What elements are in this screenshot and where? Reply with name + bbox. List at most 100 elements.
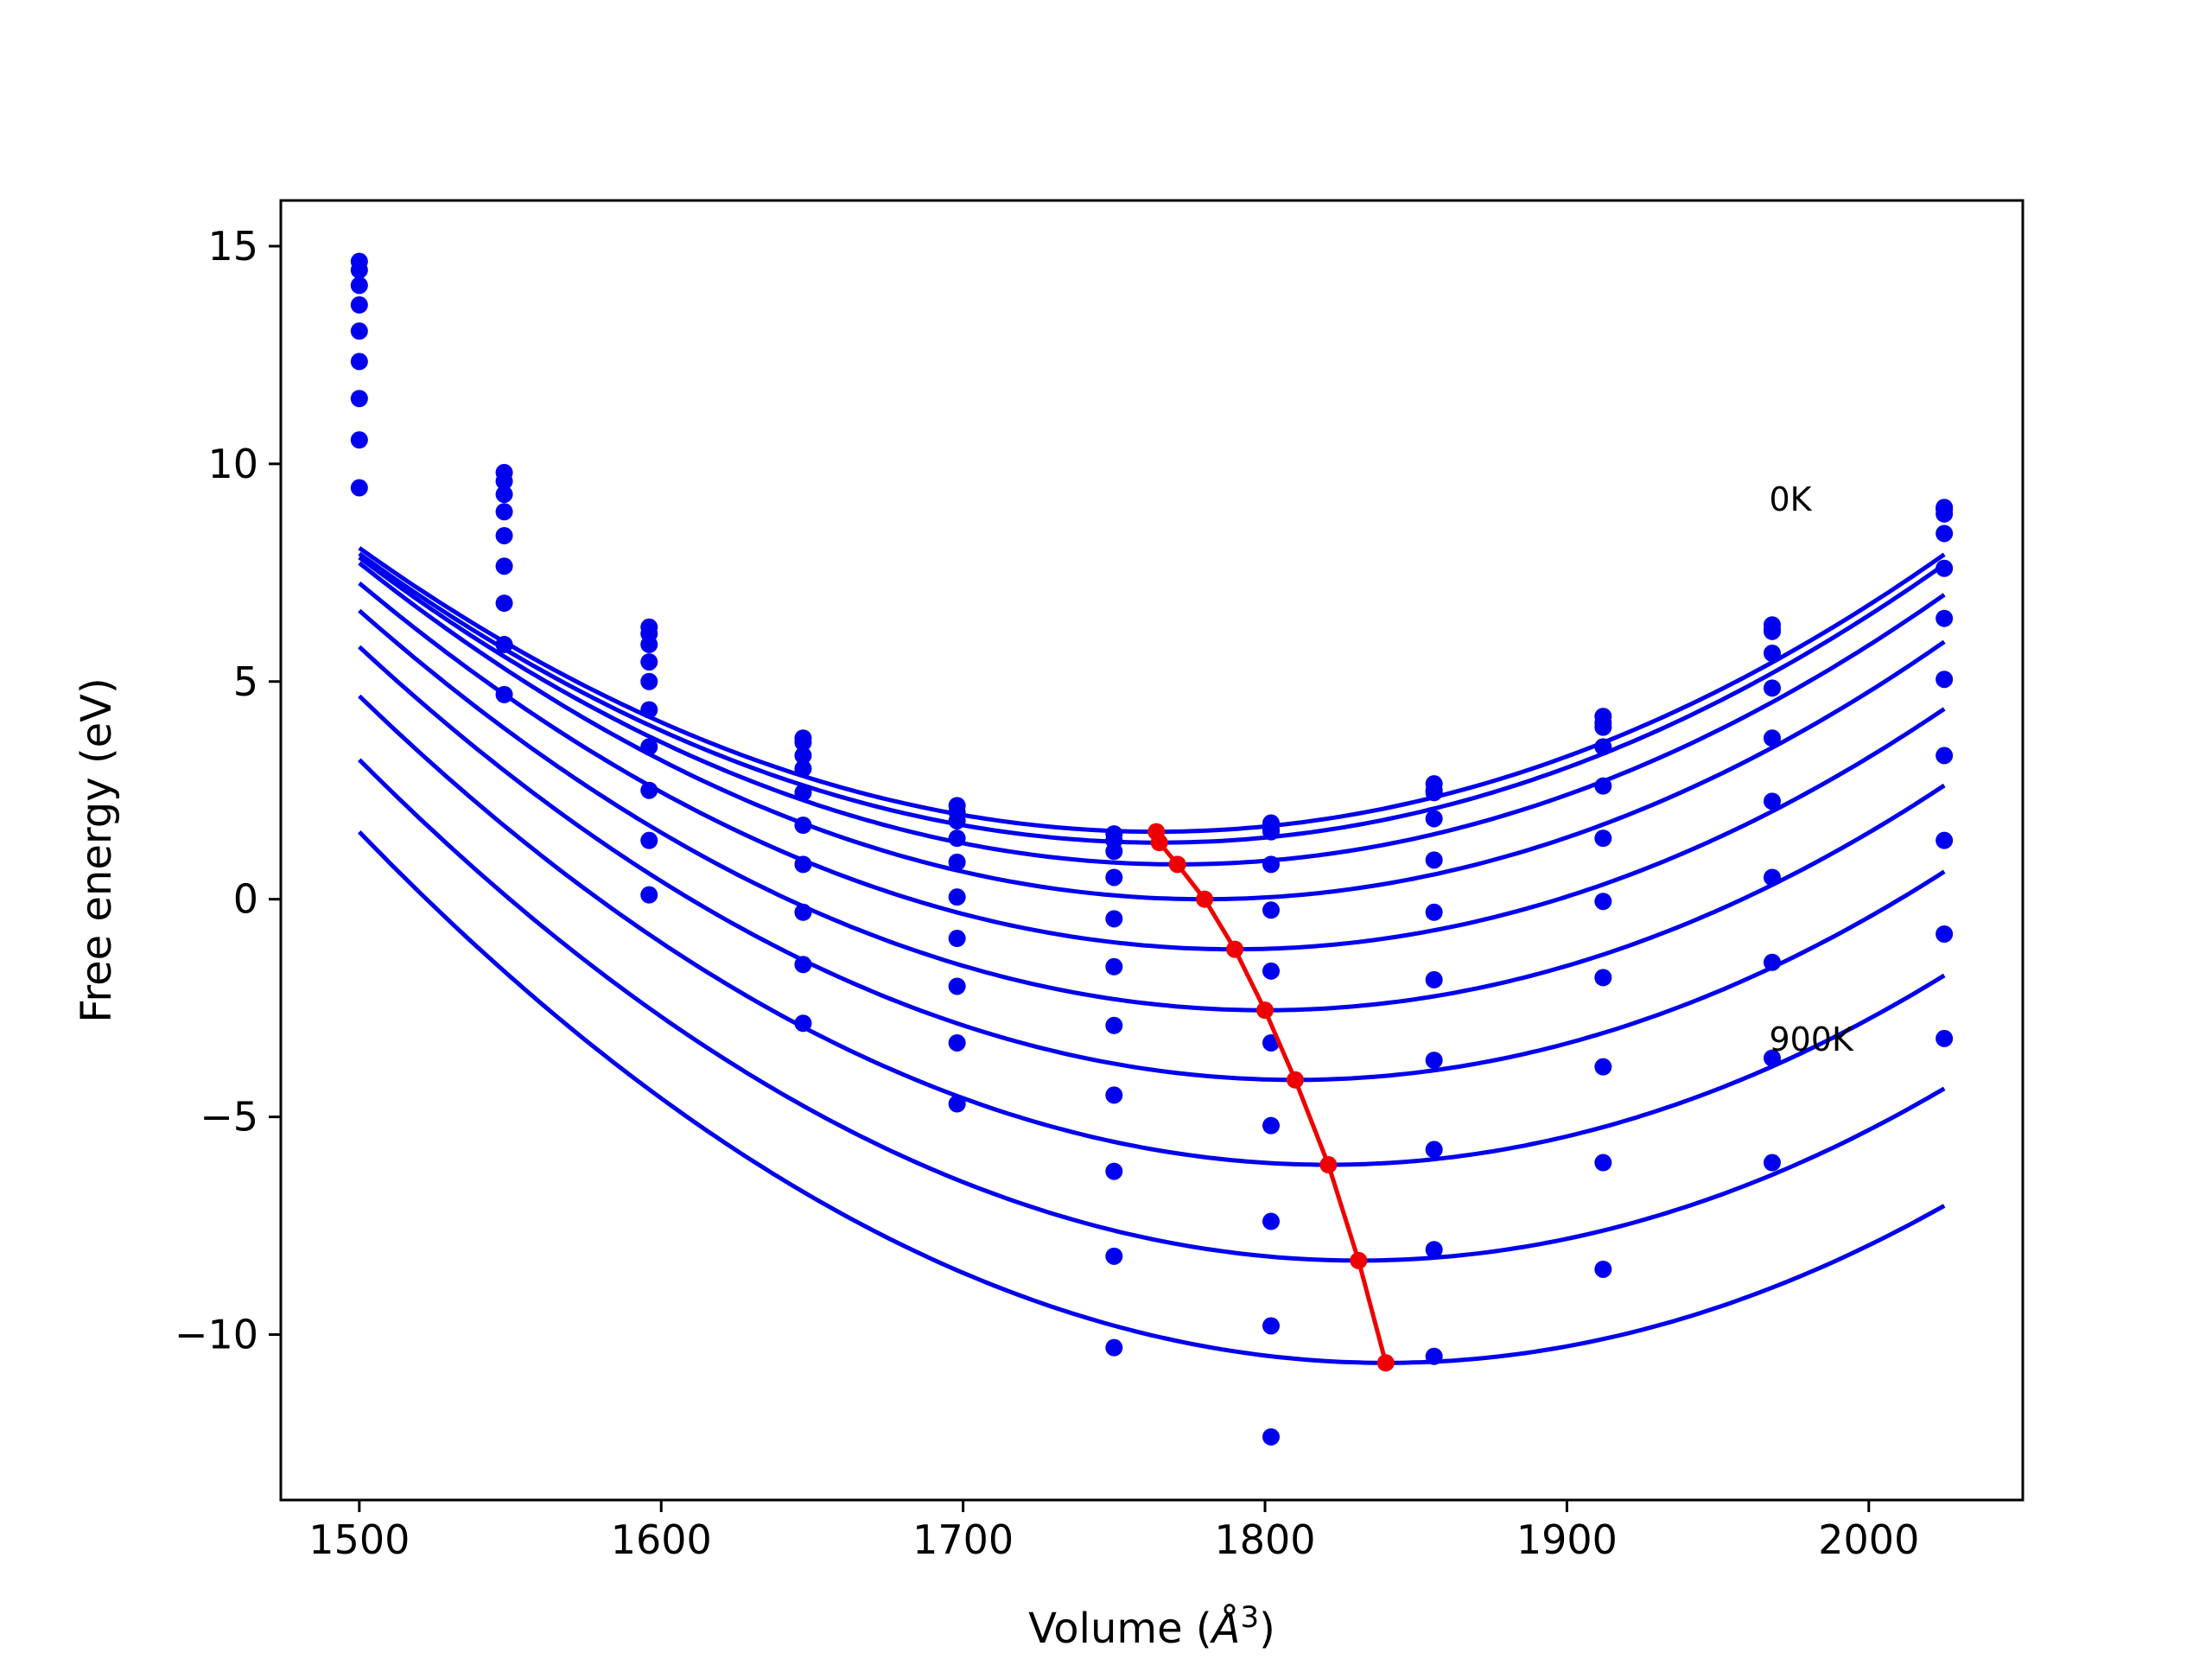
y-tick-label: 10 (207, 441, 258, 487)
x-tick-label: 1500 (308, 1516, 410, 1563)
data-point (640, 831, 658, 849)
data-point (350, 353, 368, 371)
data-point (794, 903, 812, 921)
data-point (1594, 1058, 1612, 1076)
data-point (495, 472, 513, 490)
minimum-point (1196, 890, 1214, 908)
minimum-point (1376, 1354, 1395, 1372)
data-point (1105, 1338, 1123, 1357)
data-point (640, 653, 658, 671)
plot-area (350, 252, 1954, 1446)
data-point (1425, 851, 1443, 869)
data-point (1594, 1154, 1612, 1172)
data-point (948, 811, 966, 830)
data-point (794, 1014, 812, 1033)
fit-curve-600k (358, 645, 1946, 1083)
fit-curve-800k (358, 758, 1946, 1263)
data-point (350, 322, 368, 340)
data-point (948, 1033, 966, 1052)
data-point (1105, 910, 1123, 928)
minimum-point (1150, 834, 1168, 852)
data-point (1105, 842, 1123, 861)
data-point (1936, 559, 1954, 577)
fit-curve-300k (358, 561, 1946, 902)
fit-curve-400k (358, 581, 1946, 952)
y-axis-label: Free energy (eV) (73, 677, 121, 1022)
data-point (1105, 1247, 1123, 1265)
data-point (1105, 1086, 1123, 1104)
data-point (1936, 1029, 1954, 1047)
data-point (1764, 729, 1782, 747)
data-point (1105, 1162, 1123, 1180)
data-point (640, 672, 658, 690)
data-point (350, 261, 368, 279)
minimum-line (1154, 830, 1389, 1363)
data-point (1936, 831, 1954, 849)
data-point (794, 956, 812, 974)
data-point (1594, 1260, 1612, 1278)
y-tick-label: −5 (200, 1094, 258, 1141)
data-point (1936, 524, 1954, 543)
fit-curve-200k (358, 556, 1946, 867)
minimum-point (1226, 940, 1244, 958)
data-point (1425, 1052, 1443, 1070)
data-point (640, 635, 658, 653)
data-point (350, 276, 368, 295)
data-point (1262, 962, 1281, 980)
data-point (495, 503, 513, 521)
data-point (1936, 609, 1954, 627)
data-point (948, 830, 966, 848)
plot-frame (279, 199, 2024, 1502)
data-point (1594, 738, 1612, 756)
data-point (495, 635, 513, 653)
x-tick-label: 1600 (611, 1516, 712, 1563)
temperature-annotation: 900K (1770, 1020, 1855, 1058)
data-point (350, 431, 368, 449)
data-point (1425, 1141, 1443, 1159)
data-point (640, 738, 658, 756)
data-point (1425, 810, 1443, 828)
data-point (640, 886, 658, 904)
data-point (794, 747, 812, 765)
y-tick-label: 15 (207, 223, 258, 270)
data-point (495, 486, 513, 504)
y-tick-label: 0 (233, 876, 258, 923)
data-point (794, 784, 812, 802)
data-point (948, 888, 966, 906)
data-point (350, 390, 368, 408)
data-point (794, 760, 812, 778)
data-point (1936, 925, 1954, 943)
minimum-point (1350, 1251, 1368, 1269)
x-tick-label: 1800 (1214, 1516, 1315, 1563)
data-point (1105, 957, 1123, 976)
minimum-point (1286, 1071, 1304, 1089)
data-point (1594, 777, 1612, 795)
minimum-point (1168, 855, 1186, 874)
data-point (495, 594, 513, 613)
axis-ticks: 1500 1600 1700 1800 1900 2000 15 10 5 0 −5 −10 (175, 223, 1919, 1563)
temperature-annotation: 0K (1770, 480, 1813, 518)
data-point (794, 817, 812, 835)
data-point (1936, 671, 1954, 689)
data-point (495, 685, 513, 703)
x-tick-label: 1700 (912, 1516, 1014, 1563)
data-point (1425, 970, 1443, 988)
data-point (640, 701, 658, 719)
data-point (1764, 1154, 1782, 1172)
fit-curve-900k (358, 830, 1946, 1365)
data-point (1764, 622, 1782, 640)
plot-series (350, 252, 1954, 1446)
data-point (1425, 903, 1443, 921)
x-tick-label: 1900 (1516, 1516, 1618, 1563)
data-point (1425, 1347, 1443, 1365)
fit-curve-500k (358, 608, 1946, 1013)
data-point (948, 930, 966, 948)
x-tick-label: 2000 (1818, 1516, 1919, 1563)
annotations: 0K 900K (1770, 480, 1855, 1058)
data-point (495, 526, 513, 544)
data-point (640, 781, 658, 799)
data-point (794, 855, 812, 874)
x-axis-label: Volume (Å3) (1028, 1600, 1275, 1653)
minimum-point (1319, 1156, 1338, 1174)
